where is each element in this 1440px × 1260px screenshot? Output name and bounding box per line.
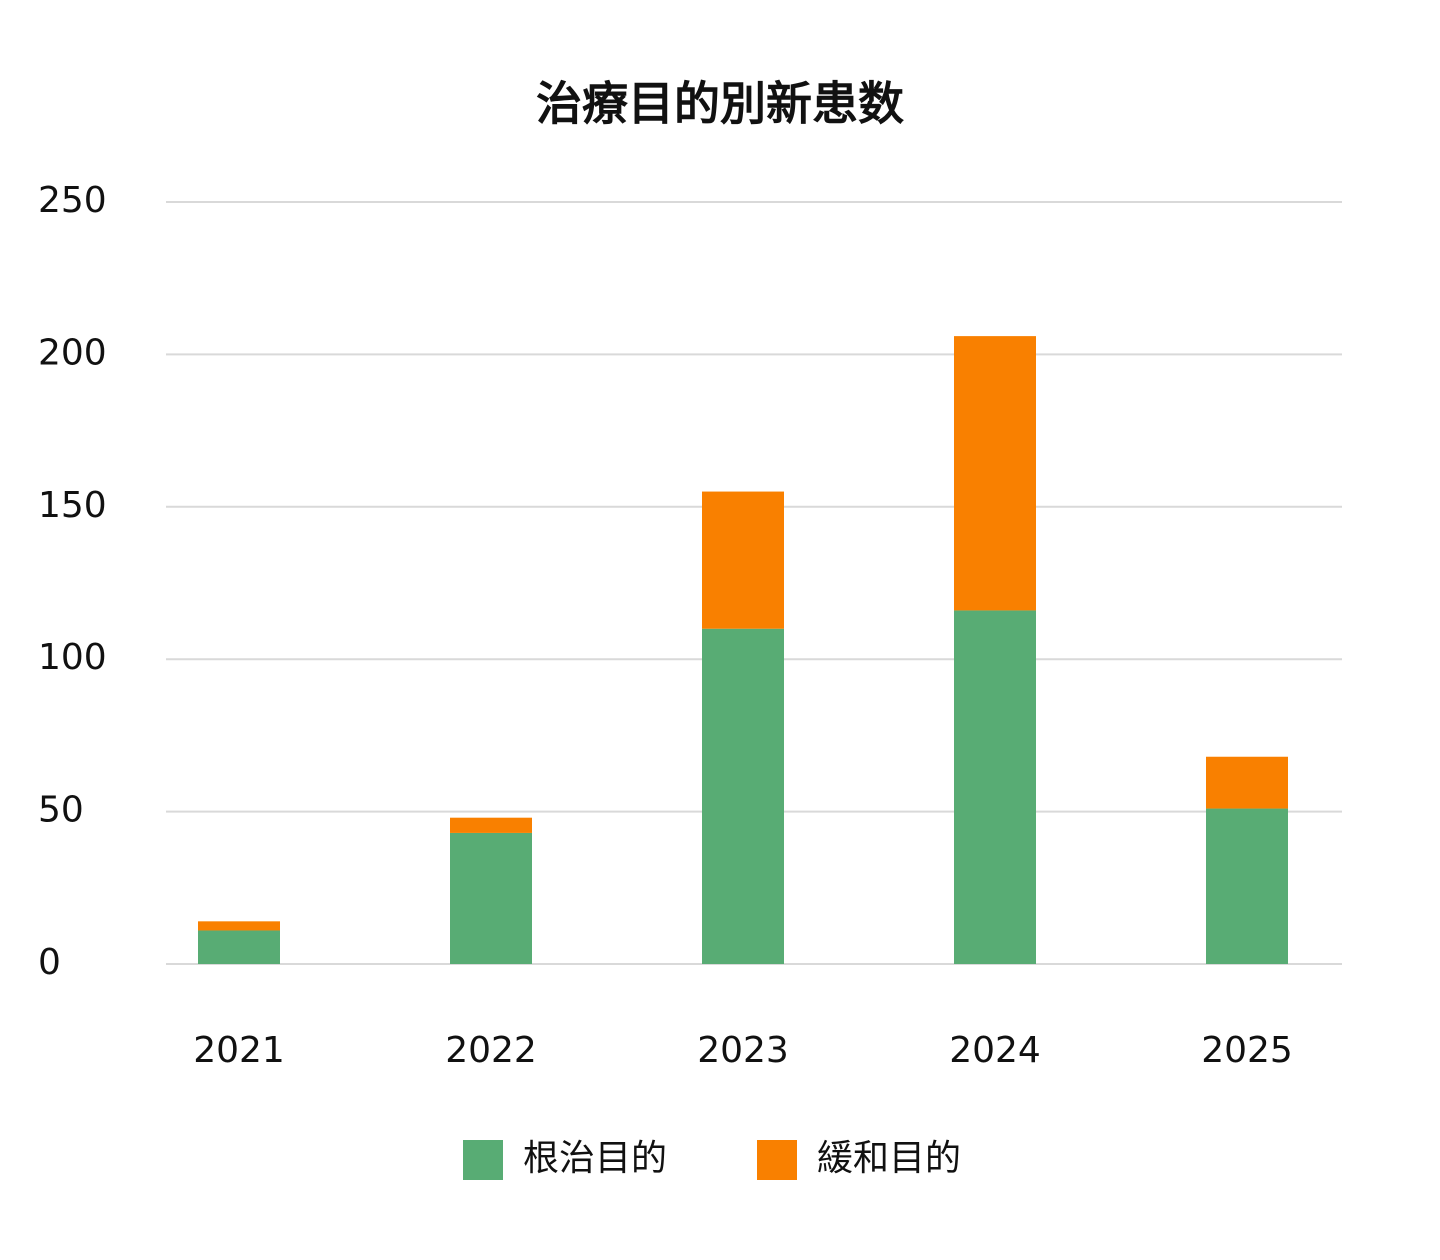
y-tick-label: 250	[38, 180, 107, 221]
bar-segment	[1206, 808, 1288, 964]
bar-segment	[198, 921, 280, 931]
y-tick-label: 0	[38, 942, 61, 983]
bar-segment	[198, 930, 280, 964]
bar-segment	[450, 832, 532, 964]
legend-label: 根治目的	[523, 1138, 667, 1179]
bar-segment	[954, 336, 1036, 611]
bar-segment	[450, 817, 532, 833]
legend-swatch	[757, 1140, 797, 1180]
x-tick-label: 2022	[445, 1030, 537, 1071]
legend-label: 緩和目的	[817, 1138, 961, 1179]
legend-swatch	[463, 1140, 503, 1180]
y-tick-label: 50	[38, 790, 84, 831]
x-tick-label: 2021	[193, 1030, 285, 1071]
x-tick-label: 2024	[949, 1030, 1041, 1071]
y-tick-label: 100	[38, 637, 107, 678]
bar-segment	[702, 491, 784, 629]
bar-segment	[954, 610, 1036, 964]
y-tick-label: 200	[38, 332, 107, 373]
x-tick-label: 2025	[1201, 1030, 1293, 1071]
bar-segment	[702, 628, 784, 964]
bar-segment	[1206, 756, 1288, 809]
x-tick-label: 2023	[697, 1030, 789, 1071]
y-tick-label: 150	[38, 485, 107, 526]
chart-title: 治療目的別新患数	[536, 77, 904, 131]
